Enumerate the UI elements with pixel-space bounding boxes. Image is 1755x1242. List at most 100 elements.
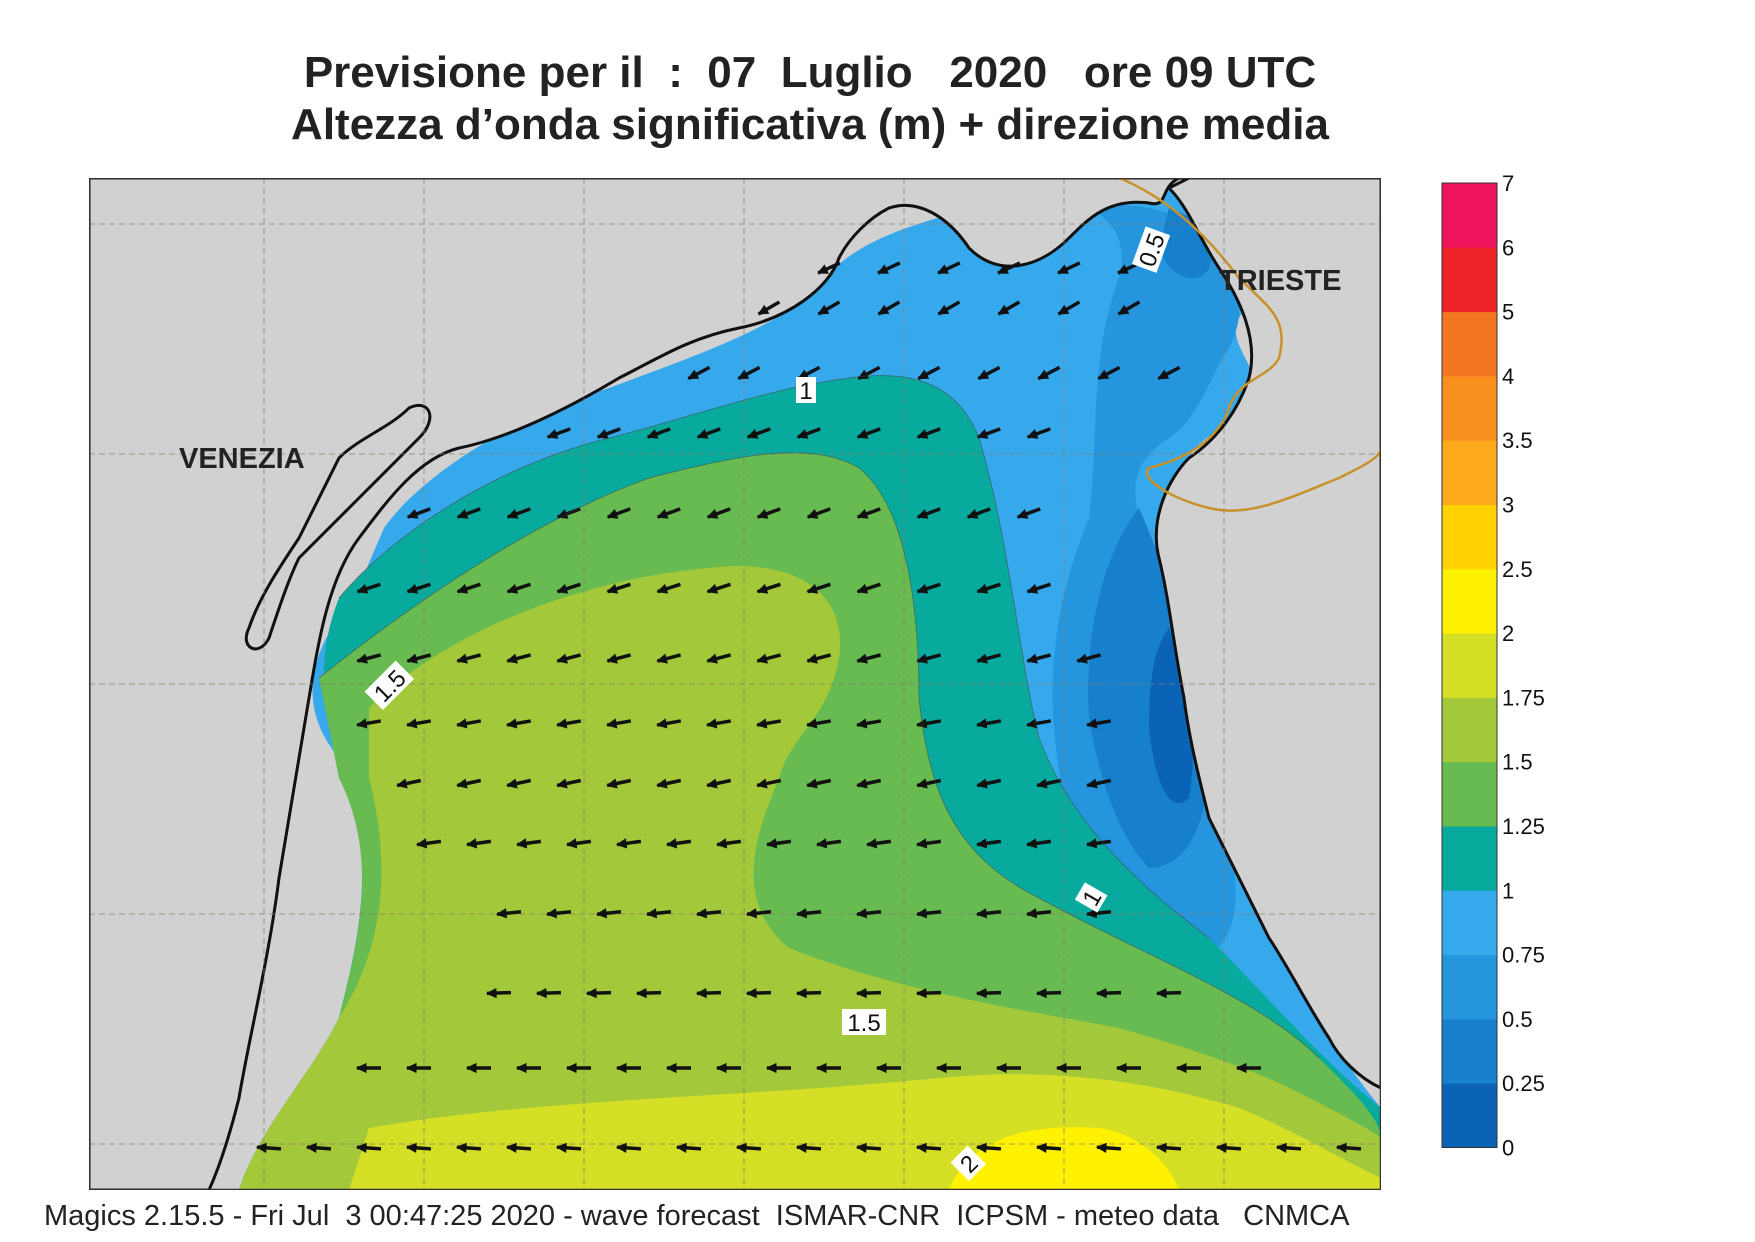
wave-arrowhead: [1026, 583, 1039, 594]
wave-arrowhead: [695, 908, 708, 919]
wave-arrowhead: [1035, 987, 1047, 999]
legend-level-label: 2: [1502, 621, 1514, 646]
svg-text:1: 1: [799, 378, 812, 405]
wave-arrowhead: [506, 653, 518, 664]
wave-arrowhead: [937, 264, 949, 274]
wave-arrowhead: [656, 583, 669, 594]
wave-arrowhead: [1086, 778, 1098, 789]
wave-arrowhead: [856, 583, 869, 594]
footer-credits: Magics 2.15.5 - Fri Jul 3 00:47:25 2020 …: [44, 1200, 1350, 1232]
wave-arrowhead: [856, 429, 869, 439]
wave-height-legend: 0 0.25 0.5 0.75 1 1.25 1.5 1.75 2 2.5 3 3.5 4 5 6 7: [1441, 171, 1545, 1161]
wave-arrowhead: [505, 1142, 517, 1153]
wave-arrowhead: [687, 369, 700, 380]
wave-arrowhead: [606, 583, 619, 594]
wave-arrowhead: [795, 908, 808, 919]
wave-arrowhead: [456, 583, 469, 594]
wave-arrowhead: [546, 429, 559, 439]
legend-swatch: [1442, 375, 1497, 441]
wave-arrowhead: [977, 369, 990, 380]
wave-arrowhead: [765, 838, 778, 849]
wave-arrowhead: [966, 509, 979, 519]
wave-arrowhead: [995, 1062, 1007, 1074]
wave-arrowhead: [645, 908, 658, 919]
wave-arrowhead: [1115, 1062, 1127, 1074]
wave-arrowhead: [1085, 838, 1098, 849]
wave-arrowhead: [706, 718, 718, 729]
wave-arrowhead: [746, 429, 759, 439]
legend-swatch: [1442, 761, 1497, 827]
wave-arrowhead: [396, 778, 408, 789]
legend-frame: [1441, 182, 1498, 1148]
wave-arrowhead: [456, 653, 468, 664]
wave-arrowhead: [756, 653, 768, 664]
wave-arrowhead: [1057, 304, 1070, 315]
wave-arrowhead: [916, 583, 929, 594]
city-label-trieste: TRIESTE: [1219, 265, 1341, 297]
legend-swatch: [1442, 954, 1497, 1020]
wave-arrowhead: [756, 509, 769, 519]
legend-swatch: [1442, 1018, 1497, 1084]
wave-arrowhead: [405, 1142, 417, 1153]
wave-arrowhead: [1215, 1142, 1227, 1153]
forecast-subtitle: Altezza d’onda significativa (m) + direz…: [291, 100, 1329, 149]
wave-arrowhead: [997, 304, 1010, 315]
wave-arrowhead: [1155, 1142, 1167, 1153]
wave-arrowhead: [1275, 1142, 1287, 1153]
legend-level-label: 4: [1502, 364, 1514, 389]
wave-arrowhead: [506, 718, 518, 729]
wave-arrowhead: [405, 1062, 417, 1074]
wave-arrowhead: [757, 304, 770, 315]
wave-arrowhead: [706, 509, 719, 519]
wave-arrowhead: [1095, 987, 1107, 999]
wave-arrowhead: [615, 1142, 627, 1153]
wave-arrowhead: [1086, 718, 1098, 729]
legend-level-label: 3.5: [1502, 428, 1533, 453]
wave-arrowhead: [916, 778, 928, 789]
legend-swatch: [1442, 183, 1497, 248]
wave-arrowhead: [1025, 908, 1038, 919]
land-east: [1154, 178, 1381, 1090]
wave-arrowhead: [646, 429, 659, 439]
wave-arrowhead: [355, 1062, 367, 1074]
wave-arrowhead: [606, 653, 618, 664]
wave-arrowhead: [1095, 1142, 1107, 1153]
forecast-title: Previsione per il : 07 Luglio 2020 ore 0…: [303, 48, 1317, 97]
wave-arrowhead: [506, 509, 519, 519]
legend-swatch: [1442, 1083, 1497, 1148]
wave-arrowhead: [465, 1062, 477, 1074]
wave-arrowhead: [706, 653, 718, 664]
wave-arrowhead: [855, 987, 867, 999]
wave-arrowhead: [915, 908, 928, 919]
legend-swatch: [1442, 633, 1497, 698]
legend-level-label: 1.75: [1502, 685, 1545, 710]
wave-arrowhead: [935, 1062, 947, 1074]
wave-arrowhead: [455, 1142, 467, 1153]
wave-arrowhead: [535, 987, 547, 999]
wave-arrowhead: [1175, 1062, 1187, 1074]
wave-arrowhead: [665, 838, 678, 849]
wave-arrowhead: [456, 509, 469, 519]
wave-arrowhead: [615, 838, 628, 849]
wave-arrowhead: [976, 429, 989, 439]
wave-arrowhead: [976, 583, 989, 594]
wave-arrowhead: [1035, 1142, 1047, 1153]
legend-swatch: [1442, 697, 1497, 763]
wave-arrowhead: [976, 778, 988, 789]
wave-arrowhead: [756, 583, 769, 594]
legend-swatch: [1442, 311, 1497, 377]
wave-arrowhead: [695, 987, 707, 999]
wave-arrowhead: [997, 264, 1009, 274]
wave-arrowhead: [406, 718, 418, 729]
wave-arrowhead: [706, 583, 719, 594]
wave-arrowhead: [656, 653, 668, 664]
wave-arrowhead: [606, 778, 618, 789]
wave-arrowhead: [706, 778, 718, 789]
wave-arrowhead: [356, 718, 368, 729]
grid-lines: [89, 178, 1381, 1190]
wave-arrowhead: [815, 1062, 827, 1074]
wave-arrowhead: [756, 718, 768, 729]
wave-arrowhead: [817, 304, 830, 315]
wave-arrowhead: [856, 509, 869, 519]
contour-label-1-north: 1: [796, 377, 816, 405]
